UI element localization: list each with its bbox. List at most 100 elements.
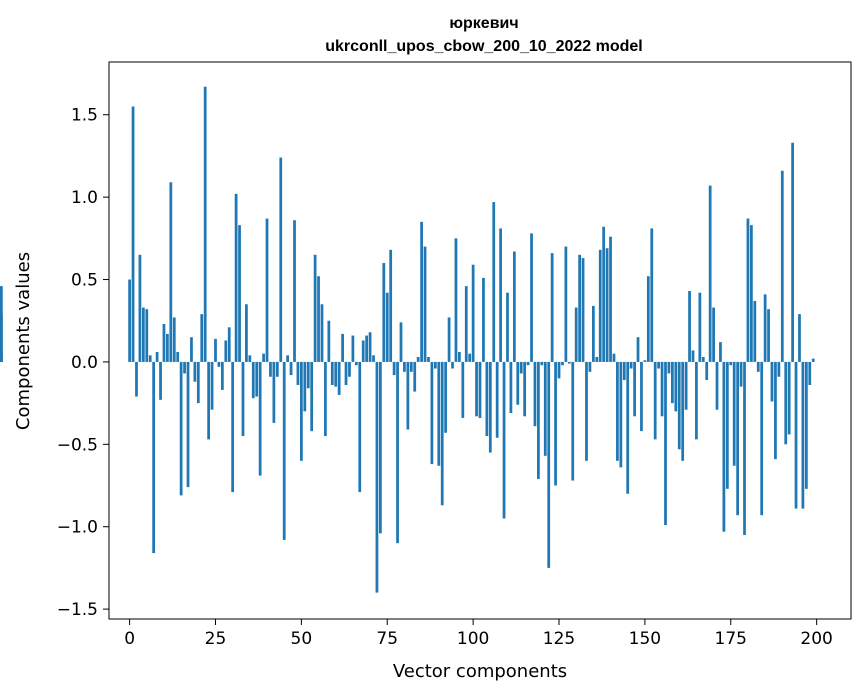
bar-component-97 [461,361,465,418]
bar-component-129 [571,361,575,481]
bar-component-36 [251,361,255,399]
bar-component-103 [482,277,485,362]
bar-component-63 [344,361,348,385]
y-tick-label: −1.5 [57,600,98,620]
bar-component-199 [811,358,815,362]
bar-component-100 [471,264,475,362]
bar-component-48 [293,220,296,362]
bar-component-86 [423,246,427,362]
bar-component-23 [207,361,210,440]
bar-component-144 [622,361,626,381]
y-axis-ticks: −1.5 −1.0 −0.5 0.0 0.5 1.0 1.5 [57,106,109,620]
bar-component-91 [440,361,444,506]
y-tick-label: −0.5 [57,435,98,455]
bar-component-151 [646,276,650,362]
bar-component-55 [317,276,320,362]
bar-component-30 [231,361,235,493]
bar-component-28 [224,340,228,362]
y-axis-label: Components values [13,252,34,430]
bar-component-18 [190,337,193,362]
bar-component-69 [365,335,369,362]
bar-component-181 [750,225,753,362]
bar-component-81 [406,361,410,430]
bar-component-112 [512,251,516,362]
bar-component-94 [451,361,454,369]
bar-component-89 [433,361,437,369]
bar-component-71 [372,355,375,362]
bar-component-37 [255,361,259,397]
bar-component-179 [743,361,746,535]
bar-component-5 [145,309,149,362]
bar-component-188 [774,361,777,460]
bar-component-166 [698,292,702,362]
bar-component-149 [640,361,643,432]
bar-component-61 [337,361,341,395]
bar-component-167 [701,356,705,362]
bar-component-73 [379,361,382,534]
bar-component-148 [636,337,640,362]
bar-component-183 [756,361,760,372]
bar-component-51 [303,361,307,412]
bar-component-87 [427,356,430,362]
bar-component-157 [667,361,671,374]
bar-component-145 [626,361,630,494]
bar-component-198 [808,361,812,385]
bar-component-24 [210,361,214,410]
bar-component-64 [348,361,351,377]
bar-component-158 [671,361,674,404]
bar-component-163 [688,291,691,362]
bar-component-171 [715,361,719,410]
bar-component-173 [722,361,726,532]
bar-component-57 [324,361,327,437]
x-tick-label: 125 [543,629,575,649]
bar-component-109 [502,361,506,519]
bar-component-150 [643,360,647,362]
bar-component-39 [262,353,265,362]
bar-component-170 [712,307,715,362]
y-tick-label: 0.5 [71,271,98,291]
bar-component-193 [791,142,794,362]
bar-component-135 [591,305,595,362]
bar-component-197 [804,361,808,489]
bar-component-110 [506,292,509,362]
bar-component-113 [516,361,520,405]
bar-component-3 [138,254,142,362]
bar-component-124 [554,361,557,486]
bar-component-117 [530,233,533,362]
bar-component-47 [289,361,293,376]
bar-component-178 [739,361,743,387]
bar-component-40 [265,218,269,362]
bar-component-120 [540,361,544,366]
bar-component-62 [341,333,344,362]
bar-component-162 [684,361,688,410]
bar-component-95 [454,238,458,362]
bar-component-140 [609,236,612,362]
bar-component-189 [777,361,781,377]
bar-component-165 [695,361,698,440]
bar-component-31 [234,193,238,362]
bar-component-46 [286,355,290,362]
bar-component-146 [629,361,633,369]
bar-component-70 [368,332,372,362]
bar-component-29 [227,327,231,362]
x-tick-label: 200 [800,629,832,649]
bar-component-43 [275,361,279,377]
x-axis-ticks: 0 25 50 75 100 125 150 175 200 [124,619,833,649]
bar-component-133 [585,361,588,461]
bar-component-45 [282,361,286,540]
bar-component-139 [605,248,609,362]
bar-component-78 [396,361,399,544]
bar-component-185 [763,294,767,362]
bar-component-54 [313,254,317,362]
bar-component-72 [375,361,379,593]
bar-component-126 [561,361,564,366]
bar-component-96 [458,352,461,362]
bar-component-93 [447,317,451,362]
y-tick-label: −1.0 [57,518,98,538]
bar-component-104 [485,361,489,437]
bar-component-19 [193,361,197,382]
bar-component-21 [200,314,204,362]
bar-component-123 [550,253,554,362]
bar-component-2 [135,361,138,397]
bar-component-182 [753,300,757,362]
